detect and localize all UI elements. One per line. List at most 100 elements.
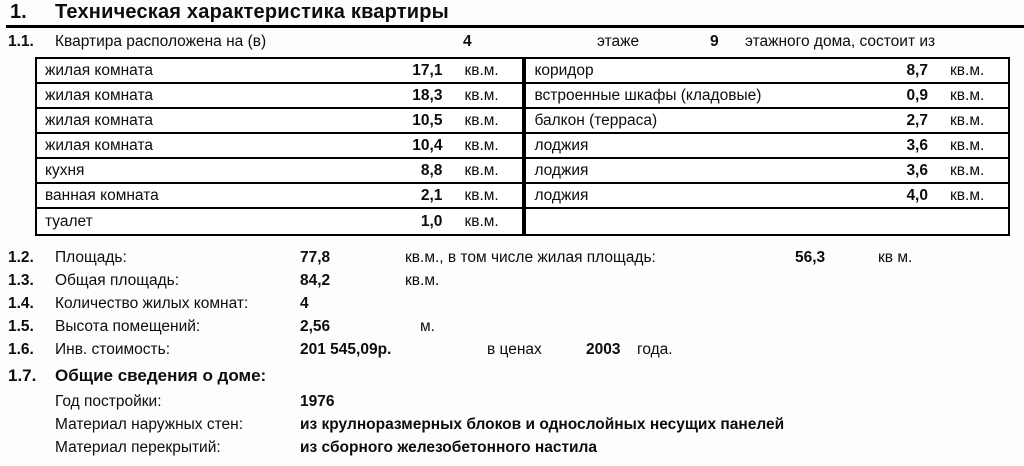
- room-cell: коридор 8,7 кв.м.: [524, 59, 1008, 82]
- room-area: 8,8: [420, 161, 443, 179]
- table-row: жилая комната 17,1 кв.м. коридор 8,7 кв.…: [37, 59, 1008, 84]
- floor-word: этаже: [597, 33, 640, 50]
- total-floors-value: 9: [710, 33, 719, 50]
- item-suffix: этажного дома, состоит из: [745, 33, 936, 50]
- house-slabs-label: Материал перекрытий:: [55, 439, 221, 456]
- room-name: коридор: [534, 61, 594, 79]
- rooms-count-value: 4: [300, 295, 309, 312]
- room-name: жилая комната: [45, 86, 154, 104]
- prices-year-value: 2003: [586, 341, 621, 358]
- item-label: Общие сведения о доме:: [55, 366, 267, 385]
- living-area-unit: кв м.: [878, 249, 913, 266]
- title-underline: [6, 25, 1024, 28]
- room-name: жилая комната: [45, 111, 154, 129]
- room-area: 8,7: [906, 61, 928, 79]
- area-unit-note: кв.м., в том числе жилая площадь:: [405, 249, 656, 266]
- room-unit: кв.м.: [464, 212, 499, 230]
- room-area: 2,1: [420, 186, 443, 204]
- item-number: 1.1.: [8, 33, 34, 50]
- total-area-unit: кв.м.: [405, 272, 440, 289]
- room-cell: жилая комната 10,4 кв.м.: [37, 134, 525, 157]
- room-name: встроенные шкафы (кладовые): [534, 86, 762, 104]
- room-cell: ванная комната 2,1 кв.м.: [37, 184, 525, 207]
- room-name: кухня: [45, 161, 85, 179]
- item-1-6: 1.6. Инв. стоимость: 201 545,09р. в цена…: [0, 341, 1024, 361]
- room-unit: кв.м.: [950, 111, 985, 129]
- table-row: жилая комната 10,4 кв.м. лоджия 3,6 кв.м…: [37, 134, 1008, 159]
- table-row: жилая комната 10,5 кв.м. балкон (терраса…: [37, 109, 1008, 134]
- item-1-3: 1.3. Общая площадь: 84,2 кв.м.: [0, 272, 1024, 292]
- room-unit: кв.м.: [464, 136, 499, 154]
- house-year-value: 1976: [300, 393, 335, 410]
- room-unit: кв.м.: [950, 161, 985, 179]
- room-area: 3,6: [906, 161, 928, 179]
- house-walls-label: Материал наружных стен:: [55, 416, 243, 433]
- item-number: 1.4.: [8, 295, 34, 312]
- room-cell: встроенные шкафы (кладовые) 0,9 кв.м.: [524, 84, 1008, 107]
- room-area: 10,5: [412, 111, 443, 129]
- item-number: 1.5.: [8, 318, 34, 335]
- room-unit: кв.м.: [950, 136, 985, 154]
- room-area: 17,1: [412, 61, 443, 79]
- area-value: 77,8: [300, 249, 331, 266]
- room-unit: кв.м.: [464, 111, 499, 129]
- item-number: 1.7.: [8, 366, 37, 385]
- item-label: Квартира расположена на (в): [55, 33, 267, 50]
- section-number: 1.: [10, 1, 27, 23]
- room-cell: жилая комната 17,1 кв.м.: [37, 59, 525, 82]
- room-unit: кв.м.: [950, 186, 985, 204]
- room-name: туалет: [45, 212, 93, 230]
- item-label: Инв. стоимость:: [55, 341, 171, 358]
- room-name: лоджия: [534, 186, 589, 204]
- room-name: ванная комната: [45, 186, 159, 204]
- room-unit: кв.м.: [464, 61, 499, 79]
- room-cell: жилая комната 18,3 кв.м.: [37, 84, 525, 107]
- house-slabs-value: из сборного железобетонного настила: [300, 439, 598, 456]
- room-unit: кв.м.: [950, 86, 985, 104]
- room-cell: туалет 1,0 кв.м.: [37, 209, 525, 234]
- room-cell: жилая комната 10,5 кв.м.: [37, 109, 525, 132]
- room-area: 1,0: [420, 212, 443, 230]
- room-cell: лоджия 4,0 кв.м.: [524, 184, 1008, 207]
- ceiling-height-unit: м.: [420, 318, 435, 335]
- room-area: 3,6: [906, 136, 928, 154]
- item-1-4: 1.4. Количество жилых комнат: 4: [0, 295, 1024, 315]
- item-number: 1.3.: [8, 272, 34, 289]
- house-year-row: Год постройки: 1976: [0, 393, 1024, 413]
- inventory-cost-value: 201 545,09р.: [300, 341, 392, 358]
- item-number: 1.6.: [8, 341, 34, 358]
- table-row: туалет 1,0 кв.м.: [37, 209, 1008, 234]
- item-1-5: 1.5. Высота помещений: 2,56 м.: [0, 318, 1024, 338]
- room-unit: кв.м.: [950, 61, 985, 79]
- room-unit: кв.м.: [464, 86, 499, 104]
- table-row: ванная комната 2,1 кв.м. лоджия 4,0 кв.м…: [37, 184, 1008, 209]
- room-name: жилая комната: [45, 136, 154, 154]
- room-name: балкон (терраса): [534, 111, 658, 129]
- floor-value: 4: [463, 33, 472, 50]
- item-1-1: 1.1. Квартира расположена на (в) 4 этаже…: [0, 33, 1024, 53]
- table-row: жилая комната 18,3 кв.м. встроенные шкаф…: [37, 84, 1008, 109]
- room-cell: балкон (терраса) 2,7 кв.м.: [524, 109, 1008, 132]
- room-name: лоджия: [534, 161, 589, 179]
- item-label: Высота помещений:: [55, 318, 201, 335]
- room-cell: кухня 8,8 кв.м.: [37, 159, 525, 182]
- ceiling-height-value: 2,56: [300, 318, 331, 335]
- room-area: 18,3: [412, 86, 443, 104]
- living-area-value: 56,3: [795, 249, 826, 266]
- item-1-2: 1.2. Площадь: 77,8 кв.м., в том числе жи…: [0, 249, 1024, 269]
- room-cell-empty: [524, 209, 1008, 234]
- item-label: Количество жилых комнат:: [55, 295, 249, 312]
- prices-year-suffix: года.: [637, 341, 673, 358]
- item-number: 1.2.: [8, 249, 34, 266]
- house-slabs-row: Материал перекрытий: из сборного железоб…: [0, 439, 1024, 459]
- item-1-7: 1.7. Общие сведения о доме:: [0, 366, 1024, 386]
- room-unit: кв.м.: [464, 161, 499, 179]
- item-label: Общая площадь:: [55, 272, 180, 289]
- room-area: 4,0: [906, 186, 928, 204]
- item-label: Площадь:: [55, 249, 127, 266]
- room-area: 2,7: [906, 111, 928, 129]
- prices-label: в ценах: [487, 341, 542, 358]
- room-cell: лоджия 3,6 кв.м.: [524, 134, 1008, 157]
- room-name: жилая комната: [45, 61, 154, 79]
- total-area-value: 84,2: [300, 272, 331, 289]
